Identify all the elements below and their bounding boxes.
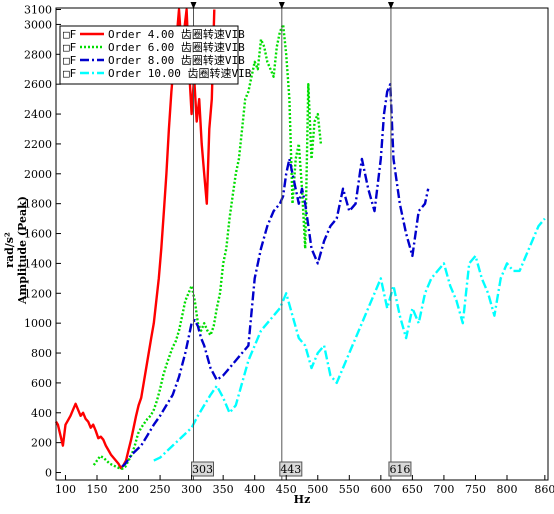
legend-checkbox[interactable]: □F [63, 54, 76, 67]
legend-entry: Order 10.00 齿圈转速VIB [108, 66, 252, 80]
series-line-4 [153, 217, 546, 462]
y-axis-title: Amplitude (Peak) [16, 196, 29, 305]
x-tick-label: 150 [87, 483, 108, 496]
cursor-label: 443 [280, 463, 301, 476]
cursor-label: 616 [389, 463, 410, 476]
cursor-label-box [191, 461, 215, 477]
legend-entry: Order 4.00 齿圈转速VIB [108, 27, 245, 41]
y-tick-label: 3000 [24, 18, 52, 31]
x-tick-label: 700 [433, 483, 454, 496]
y-axis-unit: rad/s² [3, 232, 16, 268]
y-tick-label: 1600 [24, 228, 52, 241]
x-tick-label: 500 [307, 483, 328, 496]
x-tick-label: 450 [276, 483, 297, 496]
y-tick-label: 2400 [24, 108, 52, 121]
cursor-marker-icon[interactable] [190, 2, 197, 9]
x-tick-label: 860 [534, 483, 554, 496]
legend-checkbox[interactable]: □F [63, 67, 76, 80]
y-tick-label: 2000 [24, 168, 52, 181]
x-tick-label: 800 [497, 483, 518, 496]
x-axis-title: Hz [294, 493, 311, 506]
series-line-2 [92, 23, 323, 470]
x-tick-label: 650 [402, 483, 423, 496]
cursor-marker-icon[interactable] [387, 2, 394, 9]
x-tick-label: 300 [181, 483, 202, 496]
y-tick-label: 800 [31, 347, 52, 360]
legend-entry: Order 8.00 齿圈转速VIB [108, 53, 245, 67]
y-tick-label: 400 [31, 407, 52, 420]
y-tick-label: 2200 [24, 138, 52, 151]
legend-checkbox[interactable]: □F [63, 41, 76, 54]
series-line-3 [121, 82, 430, 468]
x-tick-label: 250 [150, 483, 171, 496]
y-tick-label: 200 [31, 437, 52, 450]
x-tick-label: 750 [465, 483, 486, 496]
x-tick-label: 600 [370, 483, 391, 496]
cursor-label: 303 [192, 463, 213, 476]
legend-entry: Order 6.00 齿圈转速VIB [108, 40, 245, 54]
y-tick-label: 600 [31, 377, 52, 390]
y-tick-label: 0 [45, 467, 52, 480]
y-tick-label: 3100 [24, 3, 52, 16]
y-tick-label: 1400 [24, 257, 52, 270]
x-tick-label: 400 [244, 483, 265, 496]
cursor-label-box [279, 461, 303, 477]
y-tick-label: 2600 [24, 78, 52, 91]
y-tick-label: 1000 [24, 317, 52, 330]
y-tick-label: 2800 [24, 48, 52, 61]
y-tick-label: 1800 [24, 198, 52, 211]
cursor-marker-icon[interactable] [278, 2, 285, 9]
y-tick-label: 1200 [24, 287, 52, 300]
x-tick-label: 350 [213, 483, 234, 496]
x-tick-label: 200 [118, 483, 139, 496]
legend-box [59, 25, 239, 85]
x-tick-label: 100 [55, 483, 76, 496]
cursor-label-box [388, 461, 412, 477]
x-tick-label: 550 [339, 483, 360, 496]
legend: □F Order 4.00 齿圈转速VIB □F Order 6.00 齿圈转速VIB… [59, 25, 252, 85]
legend-checkbox[interactable]: □F [63, 28, 76, 41]
plot-frame [55, 7, 549, 481]
